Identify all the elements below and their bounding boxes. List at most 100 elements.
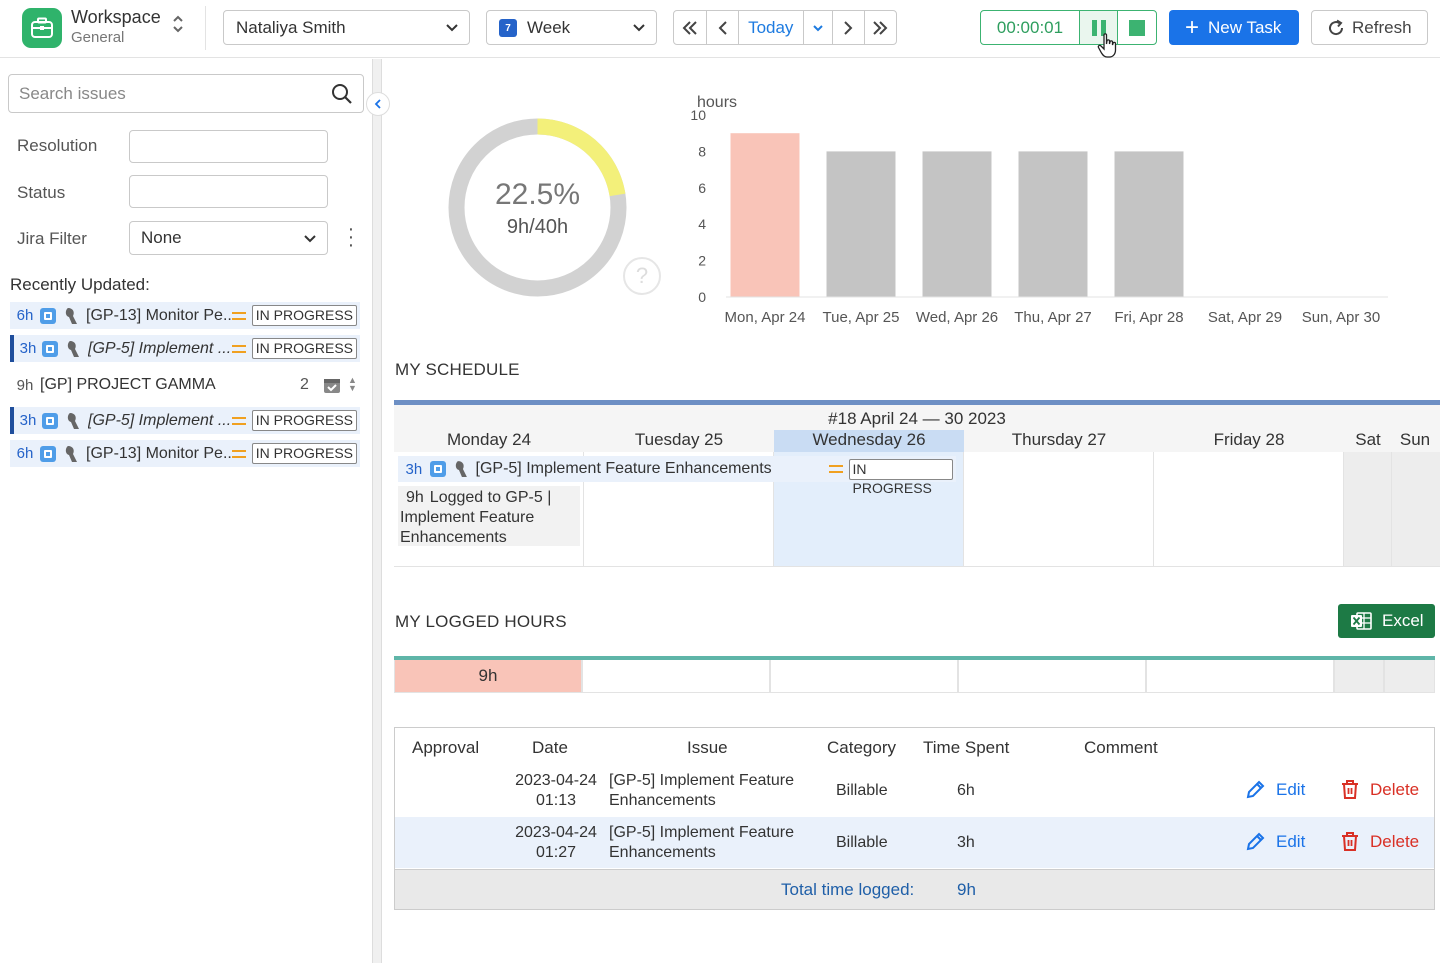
status-label: Status — [17, 183, 66, 202]
recent-item[interactable]: 3h [GP-5] Implement ... IN PROGRESS — [10, 335, 360, 362]
column-header-issue[interactable]: Issue — [687, 738, 728, 757]
entry-issue[interactable]: [GP-5] Implement Feature Enhancements — [609, 824, 794, 861]
column-header-date[interactable]: Date — [532, 738, 568, 757]
next-period-button[interactable] — [833, 11, 865, 44]
logged-hours-cell[interactable] — [1384, 660, 1435, 693]
collapse-sidebar-button[interactable] — [366, 92, 390, 116]
chart-x-tick-label: Mon, Apr 24 — [725, 309, 806, 326]
day-column-thursday[interactable] — [964, 452, 1154, 566]
user-select[interactable]: Nataliya Smith — [223, 10, 470, 45]
edit-entry-button[interactable]: Edit — [1245, 779, 1305, 800]
task-icon — [429, 461, 446, 477]
search-input[interactable]: Search issues — [8, 74, 364, 113]
progress-ratio: 9h/40h — [506, 216, 569, 238]
edit-entry-button[interactable]: Edit — [1245, 831, 1305, 852]
previous-period-button[interactable] — [707, 11, 739, 44]
schedule-task-bar[interactable]: 3h [GP-5] Implement Feature Enhancements… — [398, 456, 956, 496]
total-row: Total time logged: 9h — [395, 869, 1434, 909]
day-header-wednesday: Wednesday 26 — [774, 430, 964, 452]
today-dropdown-button[interactable] — [804, 11, 834, 44]
schedule-task-duration: 3h — [405, 460, 423, 478]
chart-bar[interactable] — [922, 151, 992, 297]
hours-bar-chart: hours 0 2 4 6 8 10 Mon, Apr 24 Tue, Apr 25 Wed,… — [690, 94, 1388, 326]
new-task-button[interactable]: + New Task — [1169, 10, 1299, 45]
export-excel-button[interactable]: Excel — [1338, 604, 1435, 638]
priority-medium-icon — [231, 344, 246, 353]
priority-medium-icon — [231, 416, 246, 425]
logged-hours-cell[interactable] — [770, 660, 958, 693]
sidebar-resize-handle[interactable] — [372, 59, 382, 963]
status-badge: IN PROGRESS — [251, 305, 357, 326]
column-header-time-spent[interactable]: Time Spent — [923, 738, 1010, 757]
project-duration: 9h — [16, 376, 34, 394]
calendar-icon: 7 — [499, 18, 517, 37]
logged-hours-cell[interactable] — [958, 660, 1146, 693]
chevron-left-icon — [718, 20, 727, 35]
period-select[interactable]: 7 Week — [486, 10, 657, 45]
status-badge: IN PROGRESS — [251, 443, 357, 464]
delete-entry-button[interactable]: Delete — [1340, 779, 1419, 800]
schedule-title: MY SCHEDULE — [395, 360, 520, 379]
stop-timer-button[interactable] — [1118, 11, 1156, 44]
today-button[interactable]: Today — [739, 11, 804, 44]
recent-item[interactable]: 3h [GP-5] Implement ... IN PROGRESS — [10, 407, 360, 434]
recent-item-duration: 6h — [16, 307, 34, 324]
priority-medium-icon — [231, 449, 246, 458]
workspace-switch-icon[interactable] — [172, 14, 184, 36]
task-icon — [42, 340, 58, 357]
chart-bar[interactable] — [1114, 151, 1184, 297]
logged-hours-cell[interactable] — [1334, 660, 1384, 693]
logged-time-entry[interactable]: 9h Logged to GP-5 | Implement Feature Enh… — [398, 486, 580, 546]
project-row[interactable]: 9h [GP] PROJECT GAMMA 2 ▲ ▼ — [10, 370, 360, 400]
logged-hours-cell[interactable] — [582, 660, 770, 693]
chart-y-tick-label: 2 — [698, 253, 706, 269]
time-entries-table — [394, 727, 1435, 910]
day-column-sunday[interactable] — [1392, 452, 1440, 566]
calendar-check-icon[interactable] — [323, 377, 341, 394]
first-period-button[interactable] — [674, 11, 708, 44]
day-column-friday[interactable] — [1154, 452, 1344, 566]
task-icon — [40, 307, 56, 324]
column-header-comment[interactable]: Comment — [1084, 738, 1158, 757]
workspace-title[interactable]: Workspace — [71, 7, 161, 27]
logged-hours-cell[interactable]: 9h — [394, 660, 582, 693]
entry-time-spent: 3h — [957, 834, 975, 851]
workspace-briefcase-icon[interactable] — [22, 8, 62, 48]
workspace-subtitle[interactable]: General — [71, 29, 125, 46]
chevron-down-icon — [446, 24, 458, 32]
recent-item[interactable]: 6h [GP-13] Monitor Pe... IN PROGRESS — [10, 440, 360, 467]
day-header-monday: Monday 24 — [446, 430, 532, 449]
chart-x-tick-label: Sat, Apr 29 — [1208, 309, 1282, 326]
entry-issue[interactable]: [GP-5] Implement Feature Enhancements — [609, 772, 794, 809]
chart-bar[interactable] — [826, 151, 896, 297]
day-header-saturday: Sat — [1355, 430, 1381, 449]
chart-bar[interactable] — [1018, 151, 1088, 297]
status-input[interactable] — [129, 175, 328, 208]
refresh-button[interactable]: Refresh — [1311, 10, 1428, 45]
resolution-input[interactable] — [129, 130, 328, 163]
jira-filter-select[interactable]: None — [129, 221, 328, 255]
search-icon[interactable] — [331, 83, 353, 105]
help-icon[interactable]: ? — [623, 257, 661, 295]
jira-icon — [67, 340, 79, 357]
day-header-sunday: Sun — [1399, 430, 1431, 449]
recent-item[interactable]: 6h [GP-13] Monitor Pe... IN PROGRESS — [10, 302, 360, 329]
pause-timer-button[interactable] — [1080, 11, 1118, 44]
timer: 00:00:01 — [980, 10, 1157, 45]
chevron-down-icon — [813, 24, 823, 31]
logged-hours-cell[interactable] — [1146, 660, 1334, 693]
day-column-saturday[interactable] — [1344, 452, 1392, 566]
column-header-approval[interactable]: Approval — [412, 738, 480, 757]
chevron-down-icon — [633, 24, 645, 32]
chart-bar[interactable] — [730, 133, 800, 297]
more-options-icon[interactable]: · · · — [347, 218, 355, 256]
column-header-category[interactable]: Category — [827, 738, 896, 757]
stop-icon — [1129, 19, 1145, 36]
last-period-button[interactable] — [865, 11, 896, 44]
sort-icon[interactable]: ▲ ▼ — [348, 375, 357, 393]
schedule-header-bar — [394, 400, 1440, 405]
recent-item-name: [GP-13] Monitor Pe... — [86, 306, 232, 324]
entry-date: 2023-04-24 01:13 — [515, 772, 597, 809]
timer-value: 00:00:01 — [981, 11, 1080, 44]
delete-entry-button[interactable]: Delete — [1340, 831, 1419, 852]
